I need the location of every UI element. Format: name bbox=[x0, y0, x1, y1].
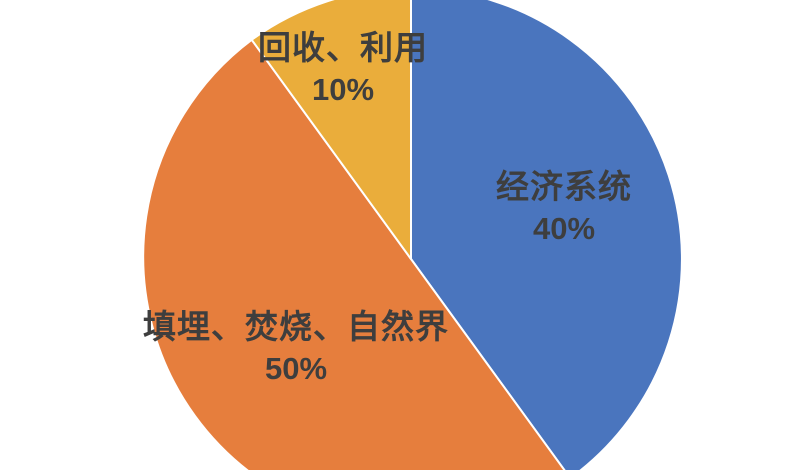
pie-slice-recycle bbox=[250, 0, 412, 260]
pie-slice-landfill bbox=[142, 38, 566, 470]
slice-label-recycle: 回收、利用 10% bbox=[258, 27, 428, 111]
slice-name: 回收、利用 bbox=[258, 29, 428, 66]
slice-label-landfill: 填埋、焚烧、自然界 50% bbox=[143, 306, 449, 390]
slice-name: 经济系统 bbox=[496, 168, 632, 205]
slice-label-economic: 经济系统 40% bbox=[496, 166, 632, 250]
slice-name: 填埋、焚烧、自然界 bbox=[143, 308, 449, 345]
pie-slice-economic bbox=[410, 0, 683, 470]
slice-percentage: 10% bbox=[311, 72, 375, 107]
slice-percentage: 50% bbox=[264, 351, 328, 386]
slice-percentage: 40% bbox=[532, 211, 596, 246]
